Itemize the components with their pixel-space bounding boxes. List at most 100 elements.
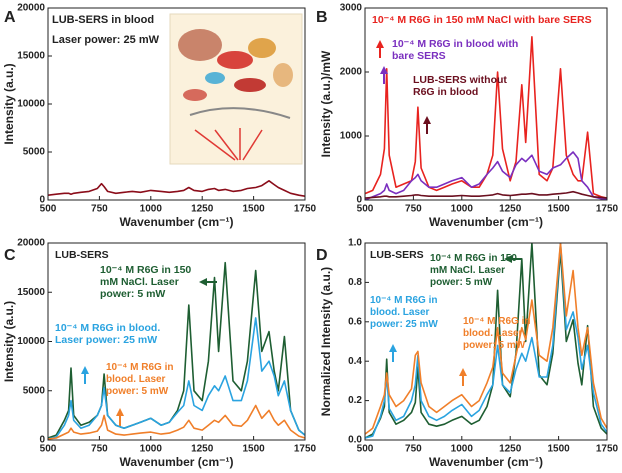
y-tick-label: 0.2 (348, 395, 362, 406)
arrow-head (380, 66, 388, 74)
spectrum-line (365, 151, 607, 200)
x-tick-label: 750 (91, 204, 108, 215)
x-tick-label: 500 (357, 444, 374, 455)
x-tick-label: 1500 (242, 444, 265, 455)
spectrum-line (48, 261, 305, 439)
legend-entry: 10⁻⁴ M R6G in blood. Laser power: 25 mW (370, 295, 438, 330)
arrow (459, 368, 467, 386)
y-tick-label: 0 (39, 195, 45, 206)
x-tick-label: 1750 (596, 204, 619, 215)
y-tick-label: 15000 (17, 287, 45, 298)
arrow-head (423, 116, 431, 124)
plot-frame (364, 242, 608, 441)
annotation: Laser power: 25 mW (52, 34, 160, 46)
annotation: LUB-SERS (370, 249, 424, 261)
plot-frame (47, 7, 306, 201)
legend-entry: LUB-SERS without R6G in blood (413, 74, 507, 98)
arrow (389, 344, 397, 362)
x-tick-label: 750 (405, 204, 422, 215)
y-tick-label: 5000 (23, 385, 46, 396)
annotation: LUB-SERS in blood (52, 14, 154, 26)
x-tick-label: 1250 (191, 204, 214, 215)
spectrum-line (365, 36, 607, 199)
x-axis-title: Wavenumber (cm⁻¹) (120, 215, 234, 229)
y-tick-label: 10000 (17, 99, 45, 110)
arrow (199, 278, 217, 286)
legend-entry: 10⁻⁴ M R6G in blood with bare SERS (392, 38, 518, 62)
x-tick-label: 750 (405, 444, 422, 455)
spectrum-line (365, 243, 607, 439)
x-tick-label: 1750 (294, 204, 317, 215)
arrow-head (504, 255, 512, 263)
x-tick-label: 1000 (140, 444, 163, 455)
y-axis-title: Normalized Intensity (a.u.) (319, 267, 333, 416)
x-tick-label: 1250 (499, 204, 522, 215)
inset-illustration (169, 13, 303, 165)
legend-entry: 10⁻⁴ M R6G in blood. Laser power: 25 mW (55, 322, 160, 346)
x-tick-label: 1250 (499, 444, 522, 455)
x-axis-title: Wavenumber (cm⁻¹) (429, 455, 543, 469)
arrow (81, 366, 89, 384)
y-tick-label: 2000 (340, 67, 363, 78)
legend-entry: 10⁻⁴ M R6G in blood. Laser power: 5 mW (106, 362, 173, 397)
x-tick-label: 500 (40, 444, 57, 455)
y-tick-label: 0.8 (348, 277, 362, 288)
x-tick-label: 1000 (451, 204, 474, 215)
x-tick-label: 1750 (294, 444, 317, 455)
legend-entry: 10⁻⁴ M R6G in blood. Laser power: 5 mW (463, 316, 530, 351)
x-tick-label: 1750 (596, 444, 619, 455)
arrow-head (459, 368, 467, 376)
panel-label: D (316, 247, 328, 264)
arrow-head (81, 366, 89, 374)
spectrum-line (365, 190, 607, 199)
arrow (380, 66, 388, 84)
y-axis-title: Intensity (a.u.) (2, 63, 16, 144)
arrow-head (389, 344, 397, 352)
legend-entry: 10⁻⁴ M R6G in 150 mM NaCl. Laser power: 5 … (430, 253, 517, 288)
arrow-head (199, 278, 207, 286)
y-tick-label: 0.4 (348, 356, 362, 367)
spectrum-line (48, 180, 305, 197)
arrow-head (376, 40, 384, 48)
arrow-head (116, 408, 124, 416)
y-tick-label: 0 (356, 195, 362, 206)
y-tick-label: 3000 (340, 3, 363, 14)
y-tick-label: 20000 (17, 238, 45, 249)
x-axis-title: Wavenumber (cm⁻¹) (120, 455, 234, 469)
spectrum-line (365, 243, 607, 435)
plot-frame (364, 7, 608, 201)
x-tick-label: 1250 (191, 444, 214, 455)
x-axis-title: Wavenumber (cm⁻¹) (429, 215, 543, 229)
annotation: LUB-SERS (55, 249, 109, 261)
y-tick-label: 5000 (23, 147, 46, 158)
x-tick-label: 1000 (140, 204, 163, 215)
y-tick-label: 1000 (340, 131, 363, 142)
y-tick-label: 0.0 (348, 435, 362, 446)
x-tick-label: 1500 (547, 204, 570, 215)
arrow (504, 255, 522, 263)
panel-label: C (4, 247, 16, 264)
spectrum-line (365, 243, 607, 439)
y-axis-title: Intensity (a.u.)/mW (319, 50, 333, 157)
y-tick-label: 15000 (17, 51, 45, 62)
spectrum-line (48, 317, 305, 440)
x-tick-label: 500 (357, 204, 374, 215)
arrow (376, 40, 384, 58)
panel-label: A (4, 9, 16, 26)
y-tick-label: 1.0 (348, 238, 362, 249)
x-tick-label: 1500 (547, 444, 570, 455)
y-tick-label: 10000 (17, 336, 45, 347)
arrow (116, 408, 124, 426)
y-tick-label: 0 (39, 435, 45, 446)
y-tick-label: 0.6 (348, 316, 362, 327)
plot-frame (47, 242, 306, 441)
x-tick-label: 500 (40, 204, 57, 215)
y-axis-title: Intensity (a.u.) (2, 301, 16, 382)
panel-label: B (316, 9, 328, 26)
x-tick-label: 750 (91, 444, 108, 455)
x-tick-label: 1500 (242, 204, 265, 215)
spectrum-line (48, 404, 305, 440)
legend-entry: 10⁻⁴ M R6G in 150 mM NaCl with bare SERS (372, 14, 592, 26)
legend-entry: 10⁻⁴ M R6G in 150 mM NaCl. Laser power: 5 … (100, 264, 191, 300)
